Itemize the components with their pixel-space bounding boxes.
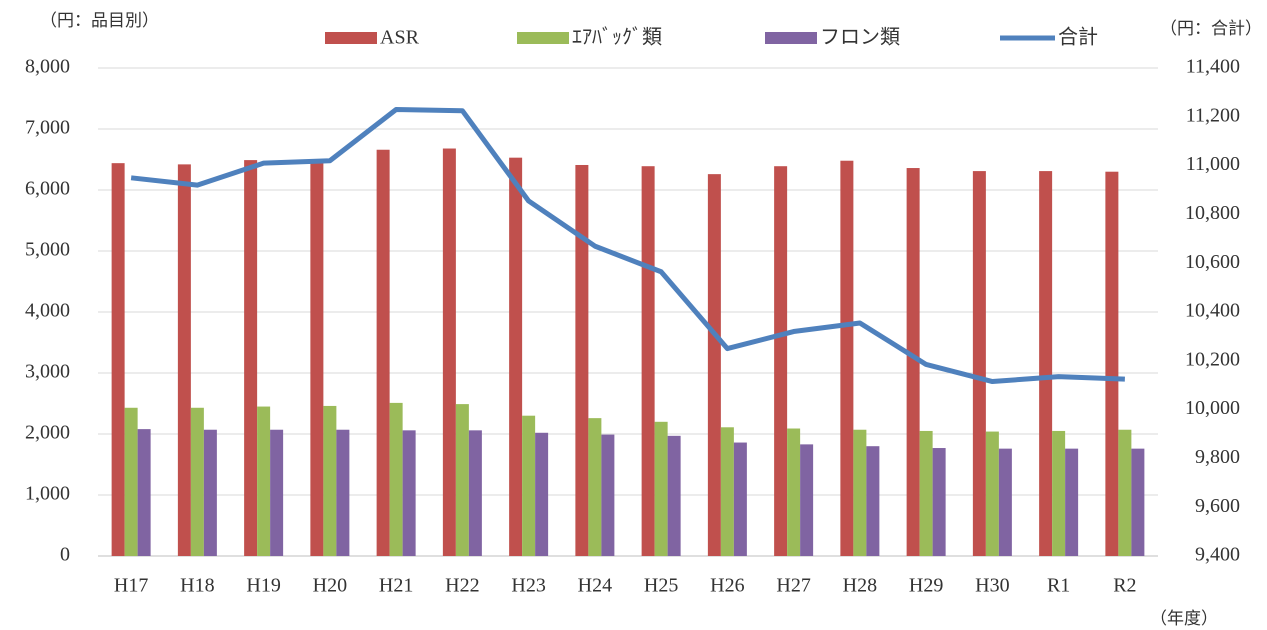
y-tick-label: 7,000 — [25, 117, 70, 139]
x-tick-label: H17 — [114, 575, 148, 597]
bar — [244, 160, 258, 557]
bar — [774, 166, 788, 556]
bar — [707, 174, 721, 556]
bar — [733, 442, 747, 556]
bar — [667, 435, 681, 556]
y2-tick-label: 9,600 — [1195, 495, 1240, 517]
y2-tick-label: 10,000 — [1185, 397, 1240, 419]
bar — [522, 415, 536, 556]
bar — [1105, 171, 1119, 556]
bar — [720, 427, 734, 556]
bar — [985, 431, 999, 556]
x-tick-label: H30 — [975, 575, 1009, 597]
x-axis-label: （年度） — [1150, 609, 1218, 628]
x-tick-label: H22 — [445, 575, 479, 597]
bar — [1065, 448, 1079, 556]
bar — [1131, 448, 1145, 556]
bar — [310, 161, 324, 556]
x-tick-label: H29 — [909, 575, 943, 597]
bar — [654, 421, 668, 556]
x-tick-label: H19 — [246, 575, 280, 597]
bar — [190, 407, 204, 556]
x-tick-label: H18 — [180, 575, 214, 597]
y2-tick-label: 9,400 — [1195, 544, 1240, 566]
bar — [402, 430, 416, 556]
bar — [376, 149, 390, 557]
y2-tick-label: 10,400 — [1185, 300, 1240, 322]
bar — [932, 448, 946, 556]
x-tick-label: H24 — [578, 575, 612, 597]
y-tick-label: 1,000 — [25, 483, 70, 505]
x-tick-label: R2 — [1113, 575, 1136, 597]
bar — [840, 160, 854, 556]
bar — [575, 164, 589, 557]
bar — [257, 406, 271, 556]
bar — [468, 430, 482, 556]
bar — [853, 429, 867, 556]
legend-label: フロン類 — [820, 26, 900, 49]
y2-axis-label: （円：合計） — [1160, 19, 1262, 38]
bar — [442, 148, 456, 556]
legend-label: ASR — [380, 27, 420, 49]
legend-marker — [765, 32, 817, 44]
y-tick-label: 3,000 — [25, 361, 70, 383]
y2-tick-label: 9,800 — [1195, 446, 1240, 468]
bar — [323, 405, 337, 556]
y2-tick-label: 11,000 — [1186, 153, 1240, 175]
bar — [641, 166, 655, 556]
bar — [535, 432, 549, 556]
bar — [1118, 429, 1132, 556]
bar — [509, 157, 523, 557]
bar — [800, 444, 814, 556]
bar — [1052, 430, 1066, 556]
x-tick-label: H27 — [776, 575, 810, 597]
bar — [601, 434, 615, 556]
bar — [588, 418, 602, 556]
y2-tick-label: 10,800 — [1185, 202, 1240, 224]
bar — [389, 402, 403, 556]
bar — [906, 168, 920, 557]
y2-tick-label: 11,200 — [1186, 104, 1240, 126]
y2-tick-label: 11,400 — [1186, 56, 1240, 78]
y2-tick-label: 10,200 — [1185, 348, 1240, 370]
y-tick-label: 5,000 — [25, 239, 70, 261]
y-tick-label: 2,000 — [25, 422, 70, 444]
bar — [270, 429, 284, 556]
bar — [111, 163, 125, 556]
bar — [177, 164, 191, 556]
x-tick-label: R1 — [1047, 575, 1070, 597]
legend-label: ｴｱﾊﾞｯｸﾞ類 — [572, 26, 662, 49]
x-tick-label: H25 — [644, 575, 678, 597]
y-axis-label: （円：品目別） — [40, 11, 159, 30]
legend-marker — [325, 32, 377, 44]
bar — [972, 171, 986, 556]
bar — [919, 430, 933, 556]
bar — [203, 429, 217, 556]
x-tick-label: H20 — [313, 575, 347, 597]
bar — [455, 404, 469, 556]
x-tick-label: H21 — [379, 575, 413, 597]
bar — [336, 429, 350, 556]
x-tick-label: H23 — [511, 575, 545, 597]
legend-label: 合計 — [1058, 26, 1098, 49]
y-tick-label: 4,000 — [25, 300, 70, 322]
bar — [787, 428, 801, 556]
y-tick-label: 0 — [60, 544, 70, 566]
legend-marker — [517, 32, 569, 44]
x-tick-label: H28 — [843, 575, 877, 597]
bar — [1039, 171, 1053, 556]
bar — [137, 429, 151, 556]
y2-tick-label: 10,600 — [1185, 251, 1240, 273]
bar — [866, 446, 880, 556]
y-tick-label: 8,000 — [25, 56, 70, 78]
y-tick-label: 6,000 — [25, 178, 70, 200]
x-tick-label: H26 — [710, 575, 744, 597]
line — [130, 106, 1125, 385]
bar — [998, 448, 1012, 556]
bar — [124, 407, 138, 556]
